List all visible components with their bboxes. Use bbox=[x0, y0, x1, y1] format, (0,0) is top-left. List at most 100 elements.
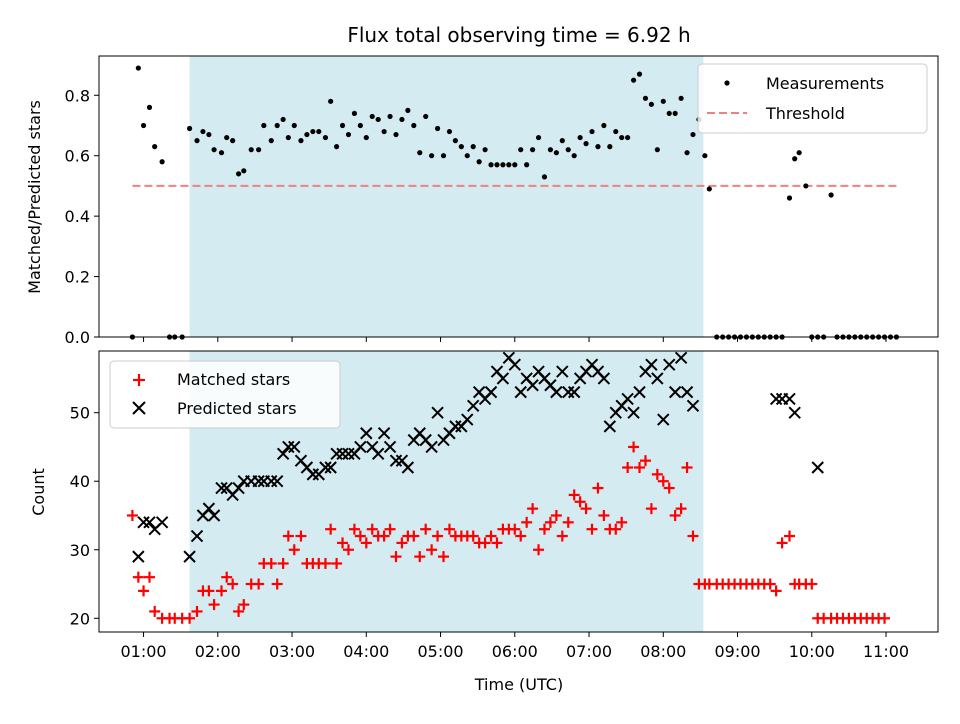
x-tick-label: 11:00 bbox=[863, 642, 909, 661]
top-y-axis-label: Matched/Predicted stars bbox=[25, 100, 44, 294]
measurement-point bbox=[387, 113, 393, 120]
marker-stroke bbox=[472, 385, 486, 399]
marker-stroke bbox=[633, 385, 646, 399]
measurement-point bbox=[589, 128, 595, 135]
measurement-point bbox=[530, 147, 536, 153]
matched-star-point bbox=[879, 612, 891, 624]
matched-star-point bbox=[126, 509, 138, 521]
measurement-point bbox=[274, 122, 280, 129]
predicted-star-point bbox=[657, 413, 670, 426]
measurement-point bbox=[796, 150, 802, 156]
measurement-point bbox=[654, 147, 660, 153]
marker-stroke bbox=[190, 529, 204, 543]
marker-stroke bbox=[627, 406, 640, 419]
measurement-point bbox=[524, 162, 530, 168]
predicted-star-point bbox=[633, 385, 646, 399]
y-tick-label: 30 bbox=[70, 541, 90, 560]
measurement-point bbox=[224, 134, 230, 141]
measurement-point bbox=[310, 128, 316, 135]
measurement-point bbox=[298, 138, 304, 144]
matched-star-point bbox=[366, 523, 378, 535]
matched-star-point bbox=[337, 537, 349, 549]
marker-stroke bbox=[508, 358, 521, 371]
marker-stroke bbox=[300, 461, 314, 474]
predicted-star-point bbox=[651, 372, 664, 385]
top-axes-frame bbox=[98, 55, 939, 338]
measurement-point bbox=[452, 138, 458, 144]
measurement-point bbox=[357, 122, 363, 129]
measurement-point bbox=[488, 162, 494, 168]
measurement-point bbox=[322, 134, 329, 141]
predicted-star-point bbox=[603, 420, 617, 433]
predicted-star-point bbox=[252, 475, 265, 488]
marker-stroke bbox=[674, 351, 688, 365]
matched-star-point bbox=[138, 585, 150, 597]
measurement-point bbox=[565, 147, 571, 153]
matched-star-point bbox=[295, 530, 307, 542]
matched-star-point bbox=[639, 455, 651, 467]
measurement-point bbox=[304, 131, 310, 138]
marker-stroke bbox=[395, 454, 409, 467]
matched-star-point bbox=[191, 605, 203, 617]
marker-stroke bbox=[232, 481, 245, 495]
marker-stroke bbox=[220, 481, 233, 495]
matched-star-point bbox=[390, 551, 402, 563]
x-tick-label: 01:00 bbox=[120, 642, 166, 661]
measurement-point bbox=[218, 150, 225, 156]
predicted-star-point bbox=[680, 385, 694, 399]
predicted-star-point bbox=[207, 509, 221, 522]
matched-star-point bbox=[533, 544, 545, 556]
x-axis-label: Time (UTC) bbox=[474, 675, 563, 694]
measurement-point bbox=[369, 113, 375, 120]
measurement-point bbox=[506, 162, 512, 168]
marker-stroke bbox=[686, 399, 700, 413]
marker-stroke bbox=[621, 392, 634, 406]
matched-star-point bbox=[227, 578, 239, 590]
y-tick-label: 0.6 bbox=[65, 147, 90, 166]
measurement-point bbox=[666, 110, 672, 117]
x-tick-label: 04:00 bbox=[343, 642, 389, 661]
matched-star-point bbox=[669, 509, 681, 521]
measurement-point bbox=[316, 128, 322, 135]
measurement-point bbox=[792, 156, 798, 162]
measurement-point bbox=[399, 116, 405, 123]
measurement-point bbox=[446, 128, 453, 135]
predicted-star-point bbox=[686, 399, 700, 413]
x-tick-label: 09:00 bbox=[714, 642, 760, 661]
matched-star-point bbox=[143, 571, 155, 583]
measurement-point bbox=[230, 138, 236, 144]
measurement-point bbox=[535, 134, 542, 141]
marker-stroke bbox=[532, 365, 545, 378]
matched-star-point bbox=[770, 585, 782, 597]
matched-star-point bbox=[550, 509, 562, 521]
measurement-point bbox=[786, 195, 793, 201]
marker-stroke bbox=[371, 447, 385, 461]
measurement-point bbox=[405, 107, 411, 113]
predicted-star-point bbox=[377, 427, 391, 440]
marker-stroke bbox=[567, 385, 581, 399]
matched-star-point bbox=[598, 509, 610, 521]
measurement-point bbox=[577, 134, 583, 141]
matched-star-point bbox=[574, 496, 586, 508]
matched-star-point bbox=[432, 530, 444, 542]
x-tick-label: 03:00 bbox=[269, 642, 315, 661]
measurement-point bbox=[636, 71, 643, 77]
predicted-star-point bbox=[567, 385, 581, 399]
measurement-point bbox=[248, 147, 254, 153]
marker-stroke bbox=[645, 358, 658, 371]
measurement-point bbox=[512, 162, 518, 168]
matched-star-point bbox=[657, 475, 669, 487]
predicted-star-point bbox=[288, 440, 301, 454]
matched-star-point bbox=[645, 503, 657, 515]
measurement-point bbox=[328, 98, 334, 104]
matched-star-point bbox=[544, 516, 556, 528]
matched-star-point bbox=[586, 523, 598, 535]
marker-stroke bbox=[502, 351, 516, 365]
x-tick-label: 02:00 bbox=[195, 642, 241, 661]
predicted-stars-points bbox=[132, 351, 824, 563]
chart-title: Flux total observing time = 6.92 h bbox=[347, 23, 690, 47]
y-tick-label: 0.4 bbox=[65, 207, 90, 226]
x-tick-label: 10:00 bbox=[789, 642, 835, 661]
marker-stroke bbox=[663, 358, 676, 371]
